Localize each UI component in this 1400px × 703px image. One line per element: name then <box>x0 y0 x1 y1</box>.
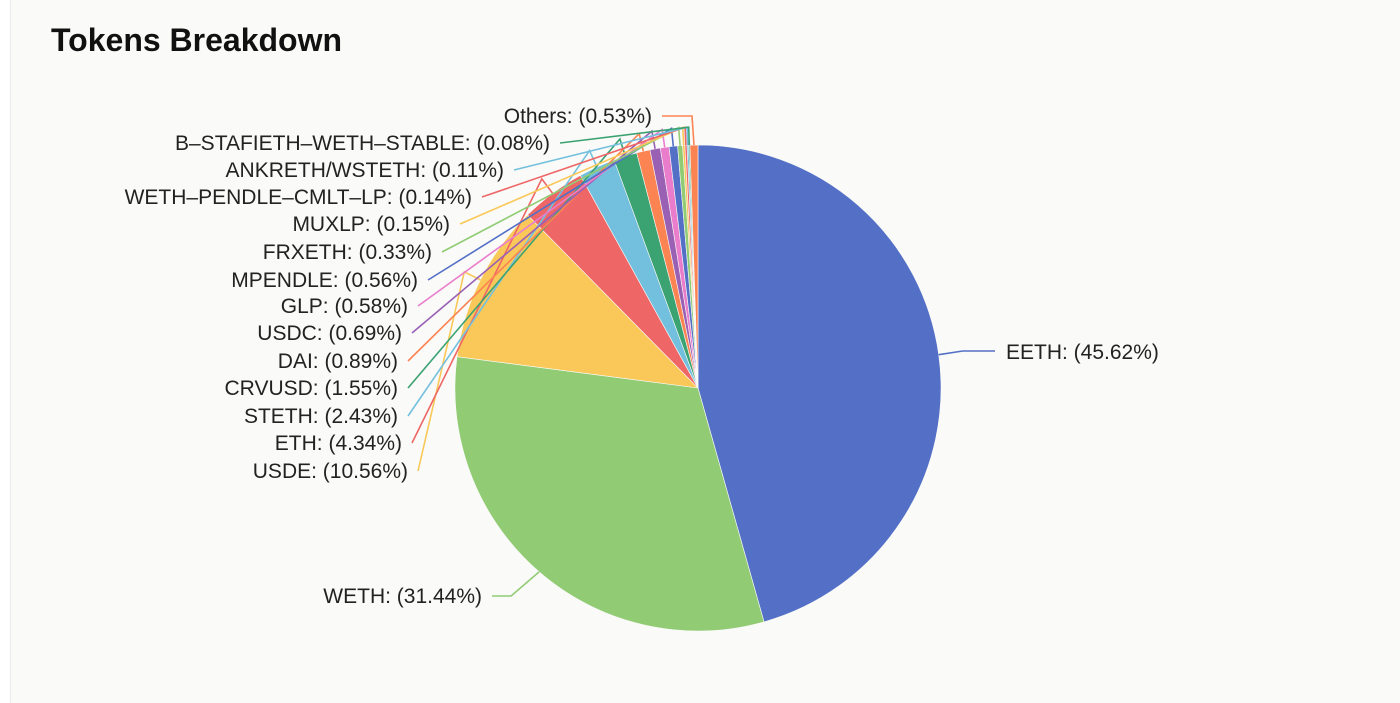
label-leader-lines <box>407 115 995 597</box>
leader-line-others <box>662 115 695 146</box>
pie-slices <box>454 144 942 632</box>
label-muxlp: MUXLP: (0.15%) <box>292 213 450 236</box>
chart-title: Tokens Breakdown <box>51 22 343 58</box>
label-eeth: EETH: (45.62%) <box>1006 341 1159 364</box>
label-frxeth: FRXETH: (0.33%) <box>263 241 432 264</box>
label-steth: STETH: (2.43%) <box>244 405 398 428</box>
slice-weth[interactable] <box>454 356 765 632</box>
leader-line-eth <box>411 177 554 444</box>
leader-line-crvusd <box>407 137 627 389</box>
label-mpendle: MPENDLE: (0.56%) <box>231 269 418 292</box>
leader-line-b-stafieth-weth-stable <box>559 126 691 146</box>
label-weth-pendle-cmlt-lp: WETH–PENDLE–CMLT–LP: (0.14%) <box>125 186 472 209</box>
label-usde: USDE: (10.56%) <box>253 460 408 483</box>
label-eth: ETH: (4.34%) <box>275 432 402 455</box>
label-usdc: USDC: (0.69%) <box>257 322 402 345</box>
label-glp: GLP: (0.58%) <box>281 295 408 318</box>
slice-labels: EETH: (45.62%) WETH: (31.44%) USDE: (10.56… <box>125 105 1159 608</box>
label-b-stafieth-weth-stable: B–STAFIETH–WETH–STABLE: (0.08%) <box>175 132 550 155</box>
label-others: Others: (0.53%) <box>504 105 652 128</box>
label-ankreth-wsteth: ANKRETH/WSTETH: (0.11%) <box>226 159 504 182</box>
leader-line-glp <box>417 128 666 307</box>
leader-line-mpendle <box>427 127 675 281</box>
label-weth: WETH: (31.44%) <box>323 585 482 608</box>
label-dai: DAI: (0.89%) <box>278 350 398 373</box>
label-crvusd: CRVUSD: (1.55%) <box>225 377 399 400</box>
leader-line-weth <box>492 571 540 597</box>
leader-line-eeth <box>938 350 995 356</box>
